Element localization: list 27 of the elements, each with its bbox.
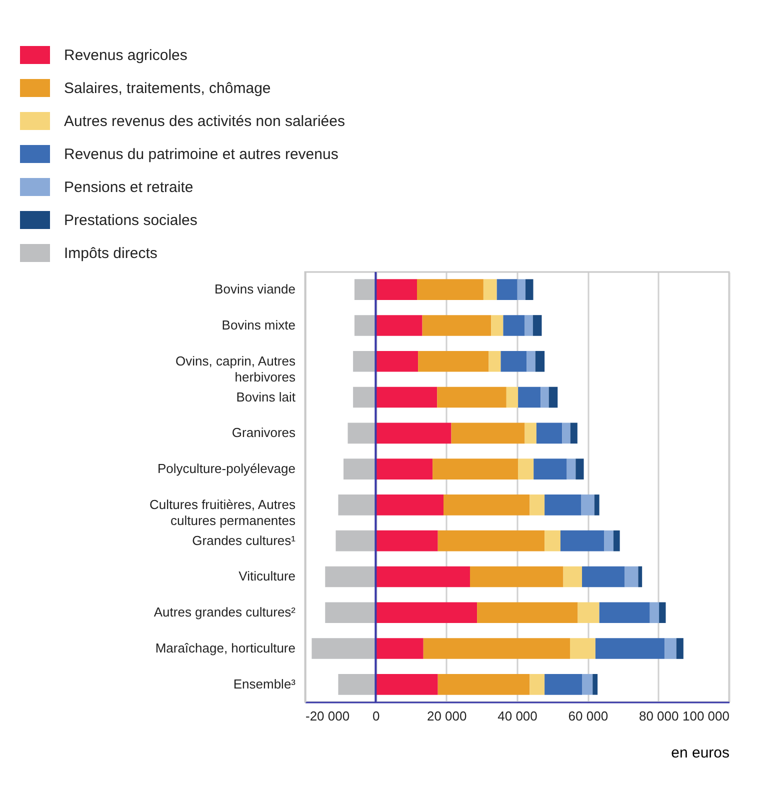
y-tick-label: Granivores — [232, 425, 296, 440]
legend-label: Autres revenus des activités non salariées — [64, 113, 345, 130]
y-tick-label: Grandes cultures¹ — [192, 532, 296, 548]
y-tick-label: Bovins lait — [236, 389, 296, 404]
x-tick-label: 100 000 — [682, 708, 730, 724]
x-tick-label: 40 000 — [498, 708, 538, 724]
legend-label: Salaires, traitements, chômage — [64, 80, 271, 97]
y-tick-label: Viticulture — [238, 568, 296, 584]
x-tick-label: 80 000 — [638, 708, 679, 724]
x-tick-label: 20 000 — [426, 708, 467, 724]
x-tick-label: 0 — [372, 708, 380, 724]
legend-label: Revenus agricoles — [64, 47, 188, 64]
x-tick-label: -20 000 — [306, 708, 350, 724]
y-tick-label: Ensemble³ — [233, 676, 296, 692]
y-tick-label: Bovins viande — [214, 282, 296, 297]
x-tick-label: 60 000 — [568, 708, 608, 724]
legend-label: Impôts directs — [64, 245, 158, 262]
y-tick-label: Polyculture-polyélevage — [157, 461, 296, 476]
legend-label: Prestations sociales — [64, 212, 198, 229]
x-axis-title: en euros — [671, 744, 730, 762]
y-tick-label: Cultures fruitières, Autres cultures permanentes — [150, 496, 296, 528]
y-tick-label: Autres grandes cultures² — [154, 604, 296, 620]
y-tick-label: Bovins mixte — [222, 317, 296, 332]
y-tick-label: Ovins, caprin, Autres herbivores — [176, 353, 296, 384]
legend-label: Revenus du patrimoine et autres revenus — [64, 146, 338, 163]
legend-label: Pensions et retraite — [64, 179, 194, 196]
y-tick-label: Maraîchage, horticulture — [155, 640, 296, 656]
